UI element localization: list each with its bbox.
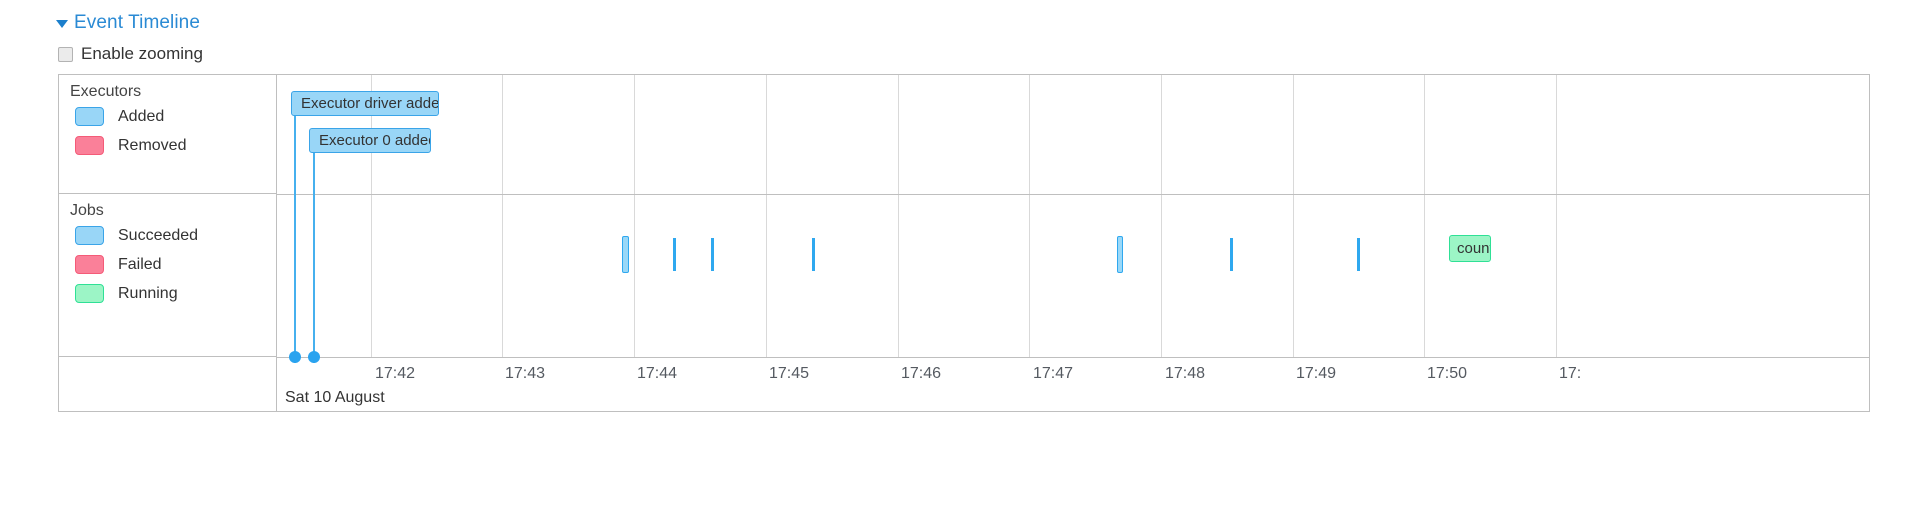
legend-label-job-running: Running — [118, 284, 178, 302]
swatch-job-running-icon — [75, 284, 104, 303]
legend-axis-spacer — [59, 357, 276, 411]
event-stem — [313, 140, 315, 363]
swatch-executor-added-icon — [75, 107, 104, 126]
legend-group-title-jobs: Jobs — [70, 202, 104, 219]
event-dot-marker[interactable] — [289, 351, 301, 363]
gridline — [371, 75, 372, 357]
gridline — [634, 75, 635, 357]
legend-label-executor-removed: Removed — [118, 136, 187, 154]
legend-group-executors: Executors Added Removed — [59, 75, 276, 194]
job-tick-succeeded[interactable] — [673, 238, 676, 271]
executor-event-0-added[interactable]: Executor 0 added — [309, 128, 431, 153]
job-tick-succeeded[interactable] — [1117, 236, 1123, 273]
swatch-job-succeeded-icon — [75, 226, 104, 245]
triangle-down-icon[interactable] — [56, 20, 68, 28]
legend-entry-job-succeeded: Succeeded — [75, 226, 198, 245]
axis-tick-label: 17:48 — [1165, 365, 1206, 382]
page-title: Event Timeline — [74, 12, 201, 33]
gridline — [1029, 75, 1030, 357]
legend-label-executor-added: Added — [118, 107, 165, 125]
gridline — [766, 75, 767, 357]
legend-entry-executor-removed: Removed — [75, 136, 186, 155]
swatch-job-failed-icon — [75, 255, 104, 274]
gridline — [1161, 75, 1162, 357]
gridline — [1293, 75, 1294, 357]
axis-tick-label: 17:47 — [1033, 365, 1074, 382]
event-dot-marker[interactable] — [308, 351, 320, 363]
legend-label-job-succeeded: Succeeded — [118, 226, 199, 244]
job-tick-succeeded[interactable] — [711, 238, 714, 271]
enable-zooming-label: Enable zooming — [81, 44, 203, 63]
axis-tick-label: 17:45 — [769, 365, 810, 382]
job-box-running-count[interactable]: count — [1449, 235, 1491, 262]
axis-tick-label: 17:42 — [375, 365, 416, 382]
job-tick-succeeded[interactable] — [1357, 238, 1360, 271]
lane-divider — [277, 194, 1869, 195]
gridline — [502, 75, 503, 357]
job-tick-succeeded[interactable] — [1230, 238, 1233, 271]
axis-tick-label: 17:50 — [1427, 365, 1468, 382]
axis-tick-label: 17:49 — [1296, 365, 1337, 382]
checkbox-unchecked-icon[interactable] — [58, 46, 73, 62]
event-stem — [294, 103, 296, 363]
legend-label-job-failed: Failed — [118, 255, 162, 273]
timeline-plot-area[interactable]: Executor driver added Executor 0 added c… — [277, 75, 1869, 411]
axis-baseline — [277, 357, 1869, 358]
event-timeline-panel: Executors Added Removed Jobs Succeeded F… — [58, 74, 1870, 412]
job-tick-succeeded[interactable] — [812, 238, 815, 271]
job-tick-succeeded[interactable] — [622, 236, 629, 273]
timeline-legend-column: Executors Added Removed Jobs Succeeded F… — [59, 75, 277, 411]
gridline — [1556, 75, 1557, 357]
legend-entry-job-running: Running — [75, 284, 178, 303]
swatch-executor-removed-icon — [75, 136, 104, 155]
axis-tick-label: 17:43 — [505, 365, 546, 382]
legend-entry-job-failed: Failed — [75, 255, 162, 274]
gridline — [898, 75, 899, 357]
legend-entry-executor-added: Added — [75, 107, 164, 126]
gridline — [1424, 75, 1425, 357]
legend-group-title-executors: Executors — [70, 83, 142, 100]
axis-tick-label: 17: — [1559, 365, 1582, 382]
axis-date-label: Sat 10 August — [285, 389, 385, 406]
enable-zooming-row[interactable]: Enable zooming — [58, 44, 203, 64]
executor-event-driver-added[interactable]: Executor driver added — [291, 91, 439, 116]
legend-group-jobs: Jobs Succeeded Failed Running — [59, 194, 276, 357]
event-timeline-header[interactable]: Event Timeline — [56, 12, 200, 34]
axis-tick-label: 17:46 — [901, 365, 942, 382]
axis-tick-label: 17:44 — [637, 365, 678, 382]
